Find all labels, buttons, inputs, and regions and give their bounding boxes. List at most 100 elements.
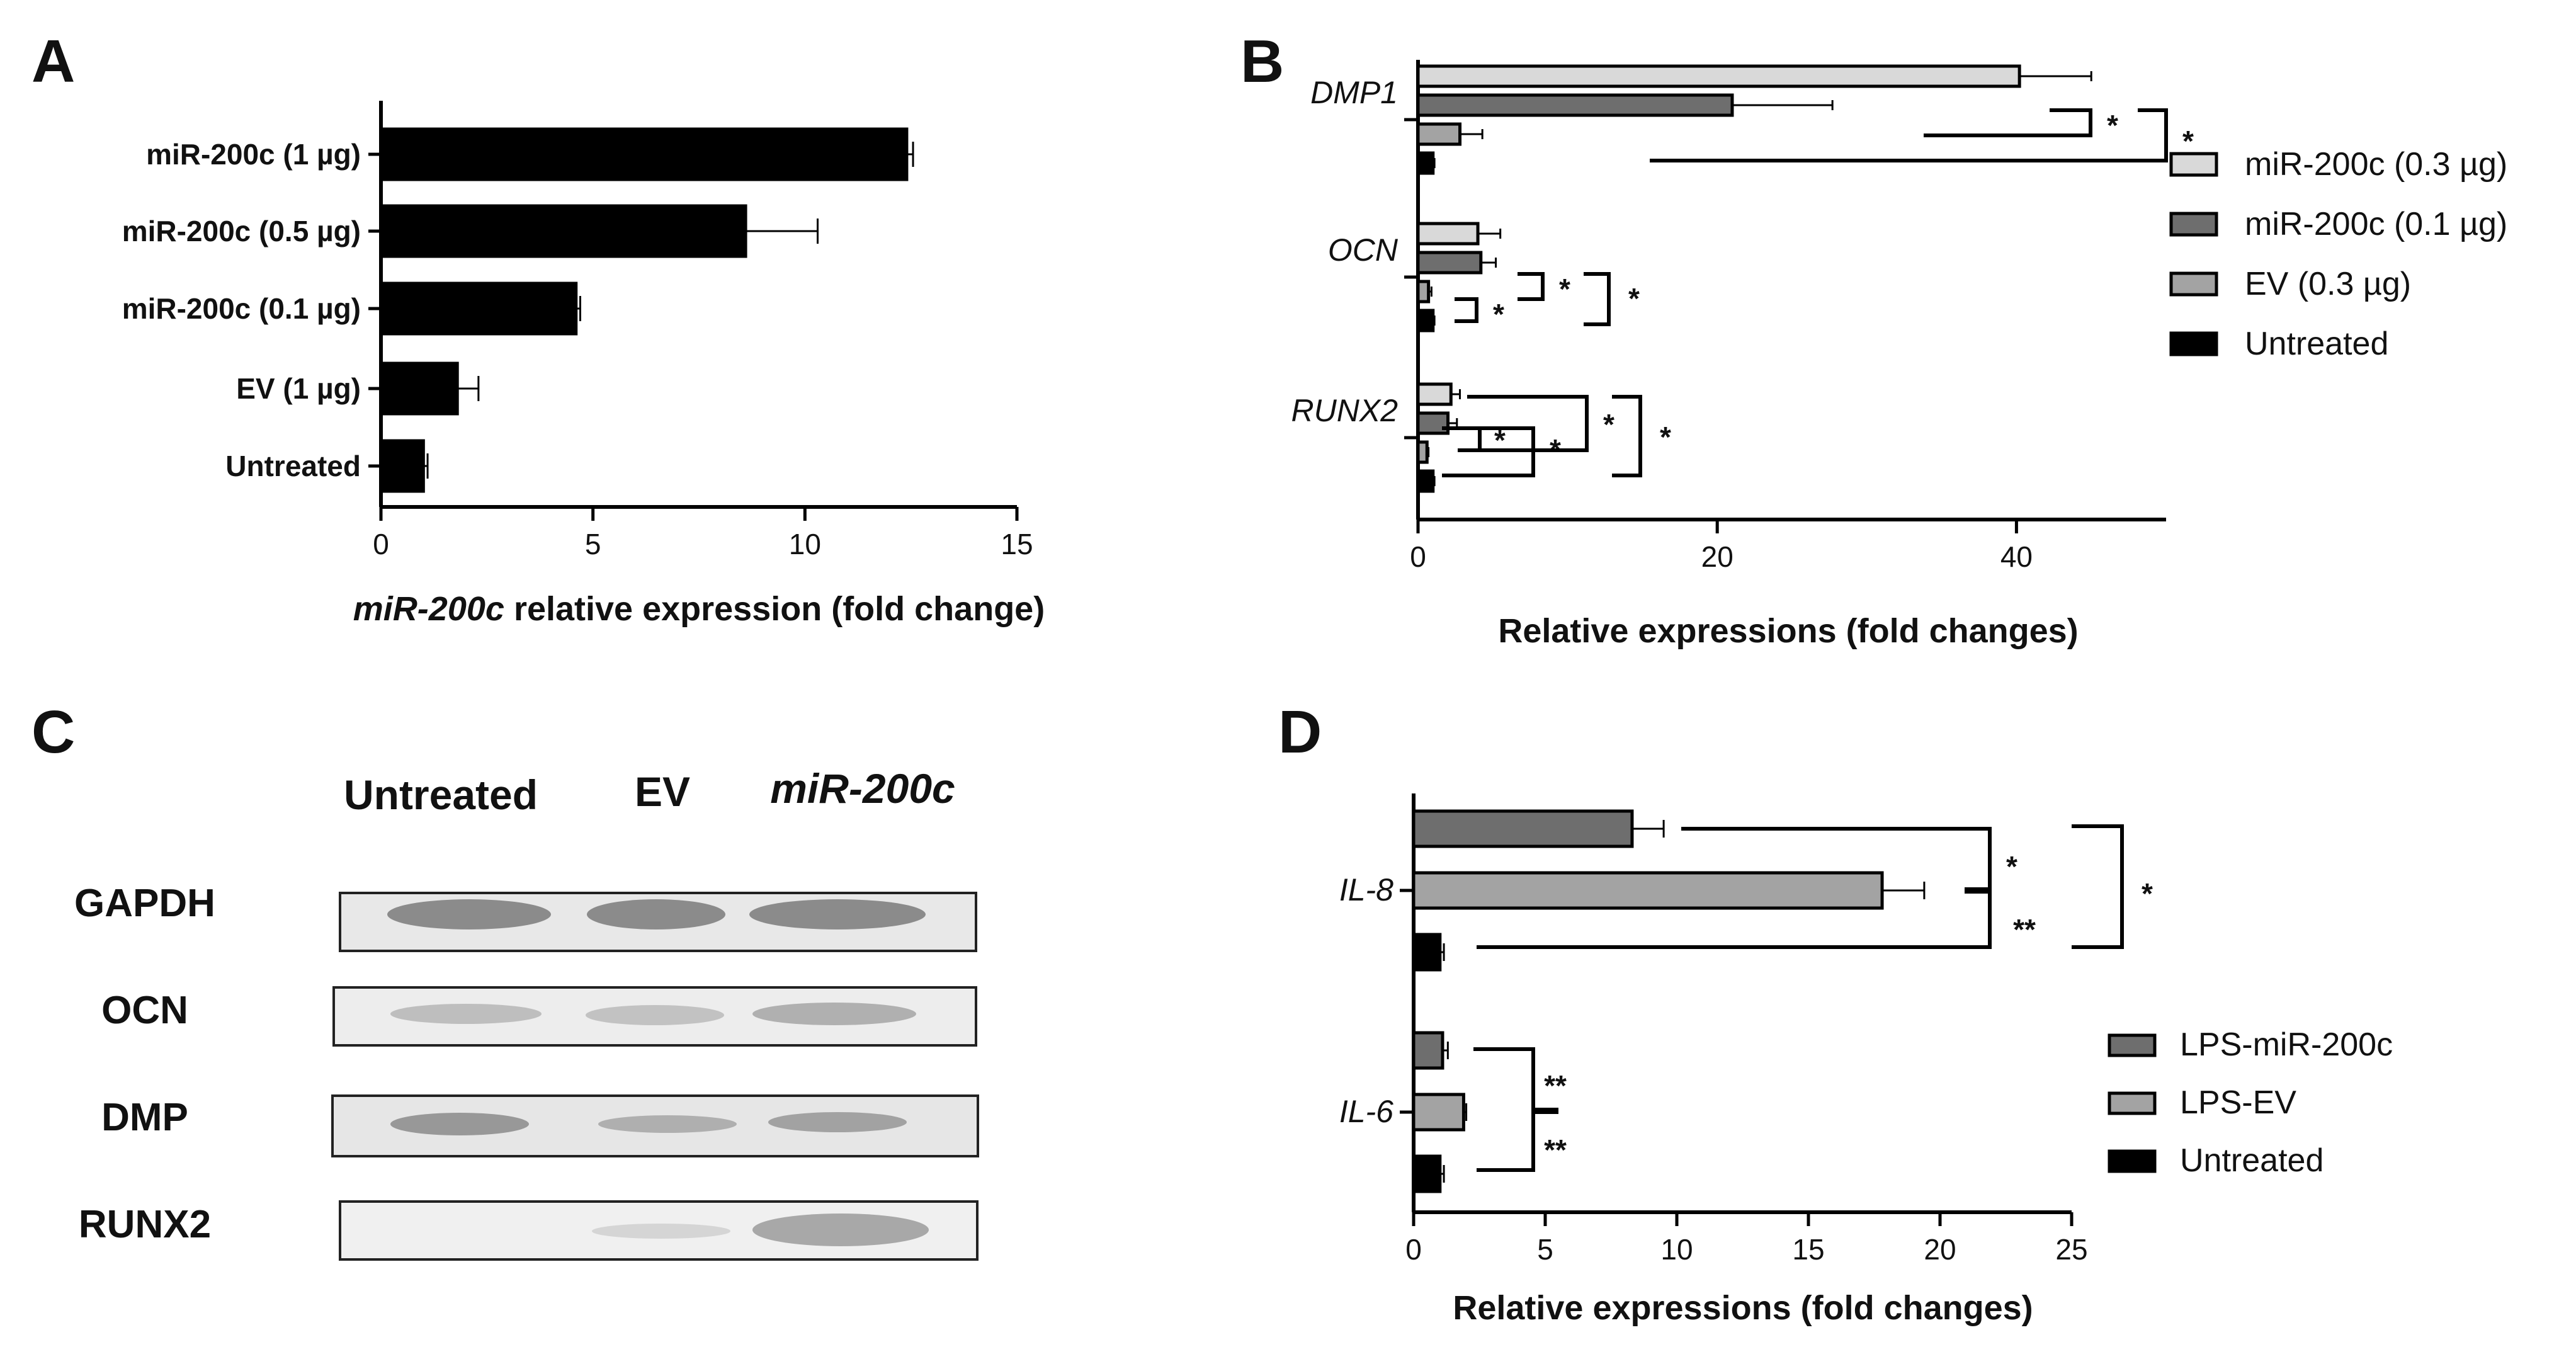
panel-letter-b: B <box>1240 28 1284 95</box>
chart-a-category-untreated: Untreated <box>225 450 361 482</box>
chart-b-legend-swatch-ev-0-3-g <box>2169 271 2218 297</box>
blot-gapdh <box>339 892 977 952</box>
chart-b-category-ocn: OCN <box>1328 232 1399 268</box>
chart-b-x-tick-label: 20 <box>1701 540 1733 573</box>
chart-d-bracket-il8-b <box>1477 890 1992 949</box>
panel-letter-a: A <box>31 28 75 95</box>
chart-d-x-tick-label: 5 <box>1537 1233 1553 1266</box>
chart-d-legend-label-untreated: Untreated <box>2180 1142 2324 1179</box>
chart-d-x-tick-label: 10 <box>1660 1233 1693 1266</box>
chart-a-category-ev-1-g: EV (1 µg) <box>236 372 361 405</box>
chart-d-bracket-il8-a <box>1681 827 1992 891</box>
chart-a-x-title: miR-200c relative expression (fold chang… <box>353 590 1045 628</box>
chart-d-x-tick-label: 15 <box>1792 1233 1824 1266</box>
chart-d-x-tick-label: 20 <box>1924 1233 1956 1266</box>
chart-b-legend-label-ev-0-3-g: EV (0.3 µg) <box>2245 266 2411 302</box>
chart-b-bar-ocn-ev-0-3-g <box>1416 280 1431 304</box>
chart-d-sig-il6-b: ** <box>1544 1134 1567 1166</box>
western-blot-panel: Untreated EV miR-200c GAPDH OCN DMP RUNX… <box>74 765 979 1261</box>
blot-runx2 <box>339 1200 979 1261</box>
chart-b-bar-runx2-mir-200c-0-3-g <box>1416 382 1453 406</box>
chart-b-bar-runx2-ev-0-3-g <box>1416 440 1429 464</box>
chart-d-bar-il-8-lps-mir-200c <box>1412 809 1634 848</box>
chart-a-x-tick-label: 0 <box>373 528 389 560</box>
chart-d-legend-swatch-lps-ev <box>2108 1091 2157 1115</box>
chart-d-bracket-il6-a <box>1473 1047 1558 1111</box>
chart-b-sig-ocn-c: * <box>1628 282 1640 315</box>
chart-b-legend-label-untreated: Untreated <box>2245 326 2388 362</box>
chart-d-category-il-6: IL-6 <box>1339 1094 1393 1129</box>
chart-d-bar-il-6-lps-mir-200c <box>1412 1031 1444 1070</box>
chart-b-bracket-ocn-c <box>1584 272 1611 326</box>
chart-a-bar-mir-200c-0-1-g <box>379 281 578 336</box>
chart-d-sig-il6-a: ** <box>1544 1069 1567 1102</box>
chart-b-bracket-ocn-b <box>1455 297 1478 323</box>
chart-b-sig-ocn-b: * <box>1493 298 1504 331</box>
chart-b-legend-swatch-mir-200c-0-1-g <box>2169 212 2218 237</box>
chart-b-x-tick-label: 40 <box>2000 540 2033 573</box>
chart-b-bracket-runx2-d <box>1612 395 1642 477</box>
chart-b-legend-label-mir-200c-0-1-g: miR-200c (0.1 µg) <box>2245 206 2507 242</box>
chart-d-bar-il-8-lps-ev <box>1412 871 1884 910</box>
chart-a-category-mir-200c-0-5-g: miR-200c (0.5 µg) <box>122 215 361 247</box>
chart-b-legend-label-mir-200c-0-3-g: miR-200c (0.3 µg) <box>2245 146 2507 183</box>
chart-d: 0 5 10 15 20 25 IL-8 IL-6 Relative expressions (… <box>1339 793 2393 1327</box>
chart-d-bar-il-8-untreated <box>1412 933 1442 972</box>
chart-b-x-title: Relative expressions (fold changes) <box>1498 612 2078 650</box>
chart-b-bracket-runx2-a <box>1458 426 1482 452</box>
chart-b-bar-dmp1-mir-200c-0-3-g <box>1416 64 2021 88</box>
chart-b-bar-ocn-mir-200c-0-3-g <box>1416 222 1480 246</box>
chart-a: 0 5 10 15 miR-200c (1 µg) miR-200c (0.5 µg) mi… <box>122 101 1045 628</box>
chart-d-x-tick-label: 25 <box>2055 1233 2087 1266</box>
chart-b-sig-runx2-c: * <box>1603 408 1614 441</box>
chart-a-x-tick-label: 5 <box>585 528 601 560</box>
chart-b-bar-ocn-untreated <box>1416 309 1435 332</box>
chart-b-bracket-runx2-c <box>1467 395 1589 452</box>
chart-d-sig-il8-b: ** <box>2013 913 2036 946</box>
chart-d-bracket-il6-b <box>1477 1110 1558 1172</box>
chart-a-x-tick-label: 10 <box>789 528 821 560</box>
chart-b-bar-dmp1-ev-0-3-g <box>1416 122 1462 146</box>
chart-b-sig-ocn-a: * <box>1559 273 1570 305</box>
wb-row-dmp: DMP <box>101 1096 188 1139</box>
chart-d-x-title: Relative expressions (fold changes) <box>1453 1289 2033 1327</box>
chart-b-bar-dmp1-mir-200c-0-1-g <box>1416 93 1734 117</box>
chart-b-bar-runx2-mir-200c-0-1-g <box>1416 411 1450 435</box>
panel-letter-d: D <box>1278 698 1322 766</box>
wb-row-gapdh: GAPDH <box>74 882 215 925</box>
chart-b-sig-runx2-d: * <box>1660 421 1671 453</box>
chart-a-bar-mir-200c-0-5-g <box>379 204 747 258</box>
blot-dmp <box>331 1094 979 1157</box>
chart-d-legend-label-lps-ev: LPS-EV <box>2180 1084 2296 1121</box>
chart-b-bar-runx2-untreated <box>1416 469 1435 493</box>
chart-a-category-mir-200c-1-g: miR-200c (1 µg) <box>146 138 361 171</box>
chart-d-bracket-il8-outer <box>2072 824 2124 949</box>
chart-b-bar-dmp1-untreated <box>1416 151 1435 175</box>
chart-b-legend-swatch-untreated <box>2169 331 2218 356</box>
chart-d-category-il-8: IL-8 <box>1339 872 1393 907</box>
chart-b-bracket-ocn-a <box>1518 272 1545 301</box>
chart-a-bar-untreated <box>379 439 425 493</box>
chart-b-category-runx2: RUNX2 <box>1291 393 1399 428</box>
wb-header-ev: EV <box>635 768 690 815</box>
chart-d-legend-swatch-lps-mir-200c <box>2108 1033 2157 1057</box>
chart-d-bar-il-6-lps-ev <box>1412 1093 1465 1132</box>
blot-ocn <box>332 986 977 1047</box>
chart-a-bar-ev-1-g <box>379 361 459 416</box>
chart-a-category-mir-200c-0-1-g: miR-200c (0.1 µg) <box>122 292 361 325</box>
chart-d-legend-label-lps-mir-200c: LPS-miR-200c <box>2180 1026 2393 1063</box>
chart-b-bracket-dmp1-outer <box>1650 108 2168 162</box>
chart-d-sig-il8-a: * <box>2006 850 2017 883</box>
chart-b-sig-dmp1-inner: * <box>2107 109 2118 142</box>
chart-b-category-dmp1: DMP1 <box>1310 75 1398 110</box>
chart-b-sig-dmp1-outer: * <box>2182 125 2194 157</box>
chart-d-legend-swatch-untreated <box>2108 1149 2157 1173</box>
chart-d-x-tick-label: 0 <box>1405 1233 1422 1266</box>
chart-d-sig-il8-outer: * <box>2142 877 2153 910</box>
chart-b-x-tick-label: 0 <box>1410 540 1426 573</box>
wb-header-untreated: Untreated <box>344 771 538 818</box>
chart-b-bracket-dmp1-inner <box>1924 108 2092 137</box>
chart-a-bar-mir-200c-1-g <box>379 127 909 181</box>
panel-letter-c: C <box>31 698 75 766</box>
